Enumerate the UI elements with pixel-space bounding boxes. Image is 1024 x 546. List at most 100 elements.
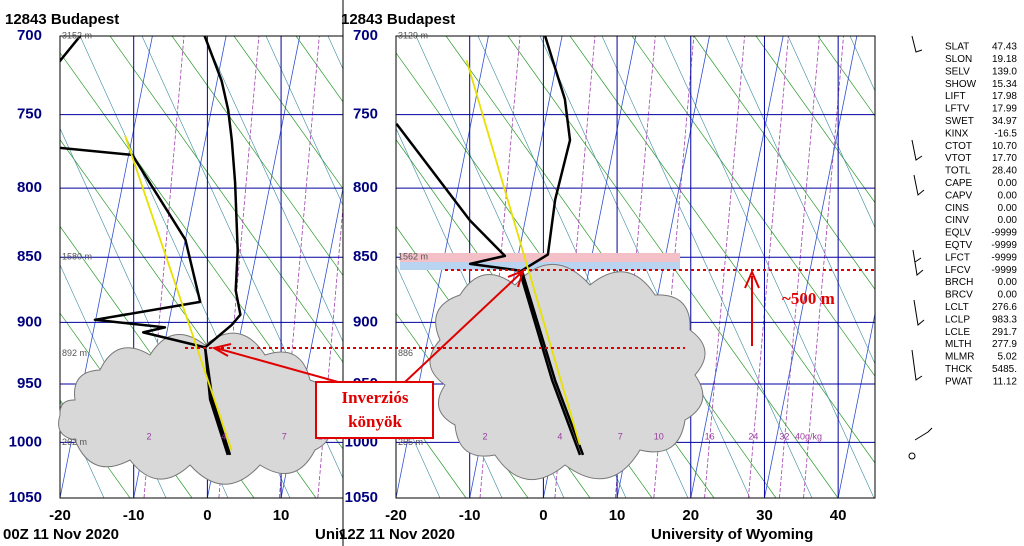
y-tick-label: 900 — [353, 313, 378, 330]
height-label: 3152 m — [62, 30, 92, 40]
x-tick-label: 10 — [609, 507, 626, 524]
sounding-line — [520, 36, 585, 456]
y-tick-label: 950 — [17, 375, 42, 392]
index-name: CINS — [945, 203, 969, 214]
moist-adiabat — [601, 36, 813, 498]
wind-barb — [911, 139, 923, 161]
index-value: 15.34 — [992, 79, 1017, 90]
index-name: KINX — [945, 128, 969, 139]
footer-date: 00Z 11 Nov 2020 — [3, 526, 119, 543]
index-value: -9999 — [991, 228, 1017, 239]
mixing-ratio-label: 2 — [146, 431, 151, 441]
x-tick-label: 0 — [539, 507, 547, 524]
index-name: BRCH — [945, 277, 973, 288]
index-value: 17.70 — [992, 153, 1017, 164]
mixing-ratio-label: 7 — [618, 431, 623, 441]
mixing-ratio-line — [803, 36, 844, 498]
index-name: BRCV — [945, 290, 973, 301]
index-value: 19.18 — [992, 54, 1017, 65]
index-value: 291.7 — [992, 327, 1017, 338]
annotation-text: Inverziós — [341, 388, 408, 407]
sounding-line — [465, 59, 581, 445]
plot-frame — [395, 35, 876, 499]
y-tick-label: 850 — [353, 248, 378, 265]
x-tick-label: 0 — [203, 507, 211, 524]
isotherm — [837, 311, 875, 498]
index-name: TOTL — [945, 166, 971, 177]
wind-barb — [914, 427, 933, 441]
index-value: 47.43 — [992, 42, 1017, 53]
height-arrow — [744, 269, 760, 346]
index-name: SLON — [945, 54, 972, 65]
mixing-ratio-line — [278, 36, 320, 498]
index-value: 0.00 — [998, 203, 1018, 214]
inversion-band — [400, 253, 680, 262]
mixing-ratio-line — [143, 36, 185, 498]
mixing-ratio-label: 7 — [282, 431, 287, 441]
index-value: 5485. — [992, 364, 1017, 375]
cloud — [429, 263, 706, 480]
y-tick-label: 1050 — [9, 489, 42, 506]
y-tick-label: 800 — [17, 179, 42, 196]
index-value: 139.0 — [992, 66, 1017, 77]
right-panel: 2 4 7 10 16 24 32 40g/kg-20 -10 0 10 20 30 4070075080… — [339, 0, 1024, 546]
mixing-ratio-line — [747, 36, 789, 498]
index-name: SLAT — [945, 42, 969, 53]
y-tick-label: 1050 — [345, 489, 378, 506]
index-value: -9999 — [991, 265, 1017, 276]
index-value: 276.6 — [992, 302, 1017, 313]
pointer-arrow — [211, 343, 339, 383]
index-name: CTOT — [945, 141, 972, 152]
y-tick-label: 700 — [17, 27, 42, 44]
index-name: LCLT — [945, 302, 969, 313]
index-name: SHOW — [945, 79, 977, 90]
wind-barb — [913, 174, 925, 196]
chart-title: 12843 Budapest — [341, 11, 455, 28]
index-name: SWET — [945, 116, 974, 127]
x-tick-label: 20 — [682, 507, 699, 524]
index-name: MLMR — [945, 352, 974, 363]
pointer-arrow — [404, 269, 525, 383]
plot-data — [60, 36, 242, 456]
height-label: 1580 m — [62, 252, 92, 262]
wind-barb — [911, 35, 923, 53]
mixing-ratio-line — [704, 36, 745, 498]
dry-adiabat — [693, 36, 875, 291]
index-value: 5.02 — [998, 352, 1018, 363]
mixing-ratio-label: 40g/kg — [795, 431, 822, 441]
sounding-line — [60, 36, 229, 456]
index-name: PWAT — [945, 376, 973, 387]
index-name: VTOT — [945, 153, 971, 164]
index-name: CINV — [945, 215, 969, 226]
panel-background — [343, 0, 1024, 546]
y-tick-label: 850 — [17, 248, 42, 265]
mixing-ratio-label: 4 — [557, 431, 562, 441]
index-value: 0.00 — [998, 178, 1018, 189]
y-tick-label: 800 — [353, 179, 378, 196]
index-value: 0.00 — [998, 215, 1018, 226]
y-tick-label: 750 — [17, 106, 42, 123]
moist-adiabat — [663, 36, 875, 498]
mixing-ratio-line — [779, 36, 820, 498]
index-name: MLTH — [945, 339, 971, 350]
index-value: 11.12 — [993, 376, 1018, 387]
x-tick-label: -20 — [385, 507, 407, 524]
annotation-box — [315, 381, 434, 439]
index-value: -9999 — [991, 240, 1017, 251]
y-tick-label: 1000 — [9, 433, 42, 450]
sounding-line — [396, 122, 582, 456]
index-name: LFTV — [945, 104, 970, 115]
annotation-text: ~500 m — [782, 289, 835, 308]
mixing-ratio-label: 16 — [705, 431, 715, 441]
height-label: 262 m — [62, 437, 87, 447]
wind-barb — [913, 299, 925, 326]
index-value: -9999 — [991, 252, 1017, 263]
cloud — [58, 332, 331, 485]
footer-source: University of Wyoming — [651, 526, 813, 543]
mixing-ratio-label: 32 — [779, 431, 789, 441]
isotherm — [764, 36, 858, 498]
y-tick-label: 900 — [17, 313, 42, 330]
index-name: EQTV — [945, 240, 973, 251]
index-value: 983.3 — [992, 314, 1017, 325]
mixing-ratio-label: 2 — [482, 431, 487, 441]
